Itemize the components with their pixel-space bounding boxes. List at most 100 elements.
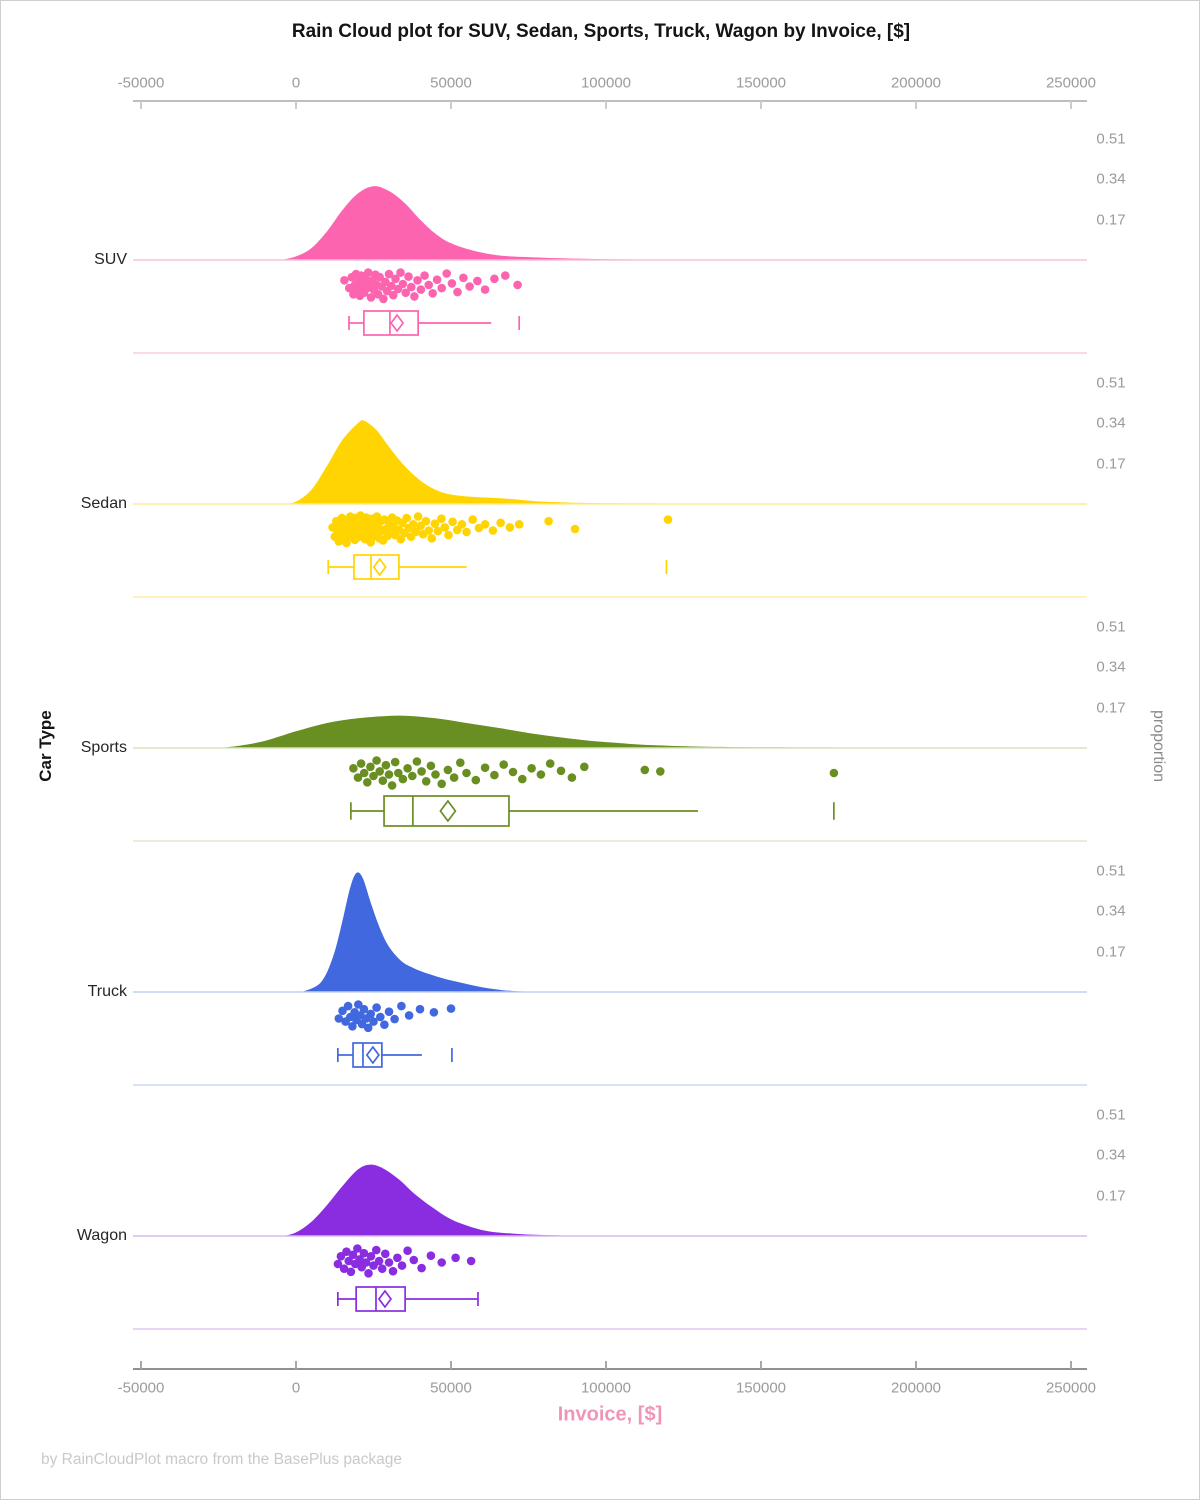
suv-point [363,268,373,277]
truck-point [334,1014,344,1023]
sports-point [829,768,839,778]
sports-point [437,779,447,789]
x-axis-title-invoice: Invoice, [$] [557,1403,663,1426]
wagon-point [353,1244,362,1253]
sports-point [394,768,403,778]
suv-point [420,271,429,280]
sports-point [431,770,440,779]
truck-point [446,1004,456,1013]
suv-point [398,279,408,289]
suv-point [453,287,462,297]
wagon-point [381,1249,390,1259]
top-x-tick-label: 250000 [1045,74,1097,92]
sedan-proportion-tick-label: 0.17 [1096,455,1126,473]
sports-point [426,761,436,771]
category-label-wagon: Wagon [76,1227,127,1244]
sports-point [480,763,490,772]
suv-point [366,293,376,302]
suv-point [386,281,396,291]
wagon-point [366,1252,376,1261]
truck-mean-diamond [365,1045,380,1065]
sports-point [387,781,397,790]
y-axis-title-car-type: Car Type [36,710,55,782]
suv-point [501,271,510,280]
truck-rain-points [334,1000,456,1033]
suv-point [410,292,419,301]
suv-panel [133,186,1087,354]
wagon-proportion-tick-label: 0.51 [1096,1106,1126,1124]
wagon-point [359,1248,369,1258]
sedan-point [505,523,515,532]
suv-point [465,282,474,291]
wagon-density-curve [283,1164,591,1236]
sports-point [384,770,394,779]
truck-proportion-tick-label: 0.17 [1096,943,1126,961]
bottom-x-tick-label: 200000 [890,1379,942,1397]
sports-point [449,773,459,782]
suv-point [413,276,422,285]
wagon-box-plot [337,1286,479,1312]
sedan-point [663,515,673,524]
suv-point [340,276,349,285]
category-label-sports: Sports [80,739,127,756]
suv-point [404,272,413,281]
suv-density-curve [280,186,699,260]
truck-point [359,1004,369,1014]
sports-proportion-tick-label: 0.51 [1096,618,1126,636]
bottom-x-tick-label: -50000 [117,1379,165,1397]
sedan-point [514,520,524,529]
sports-rain-points [349,756,839,790]
truck-point [348,1022,357,1031]
suv-proportion-tick-label: 0.51 [1096,130,1126,148]
bottom-x-tick-label: 250000 [1045,1379,1097,1397]
truck-box-plot [337,1042,453,1068]
truck-point [372,1003,381,1012]
truck-point [366,1009,376,1019]
sedan-point [433,526,443,536]
suv-point [428,289,438,298]
suv-point [447,279,457,288]
wagon-mean-diamond [377,1289,393,1309]
bottom-x-tick-label: 0 [291,1379,301,1397]
truck-point [363,1023,373,1033]
sedan-point [421,516,431,526]
sports-point [471,775,481,785]
sports-point [412,757,422,766]
suv-point [416,285,426,294]
truck-point [380,1020,389,1029]
wagon-point [339,1264,349,1273]
wagon-point [388,1266,398,1276]
suv-point [407,282,416,292]
wagon-point [377,1264,387,1273]
category-label-suv: SUV [94,251,127,268]
sports-point [369,771,378,781]
sports-point [390,757,400,767]
sports-point [372,756,381,765]
bottom-x-tick-label: 150000 [735,1379,787,1397]
sports-point [443,765,453,775]
wagon-point [344,1256,354,1266]
wagon-point [333,1259,343,1269]
suv-point [480,285,490,294]
sedan-panel [133,420,1087,598]
sedan-point [424,526,434,535]
top-x-tick-label: 50000 [430,74,472,92]
chart-title: Rain Cloud plot for SUV, Sedan, Sports, … [291,21,911,42]
sports-point [356,759,366,768]
sedan-point [413,512,423,521]
sports-point [527,764,536,773]
sports-point [408,771,417,781]
top-x-tick-label: 150000 [735,74,787,92]
suv-point [432,275,442,285]
top-x-tick-label: 100000 [580,74,632,92]
sedan-point [396,534,406,544]
wagon-point [361,1258,371,1267]
sedan-point [496,518,505,528]
wagon-point [393,1253,402,1263]
suv-point [490,274,499,284]
sedan-point [440,523,450,532]
category-label-sedan: Sedan [80,495,127,512]
truck-point [390,1014,399,1024]
